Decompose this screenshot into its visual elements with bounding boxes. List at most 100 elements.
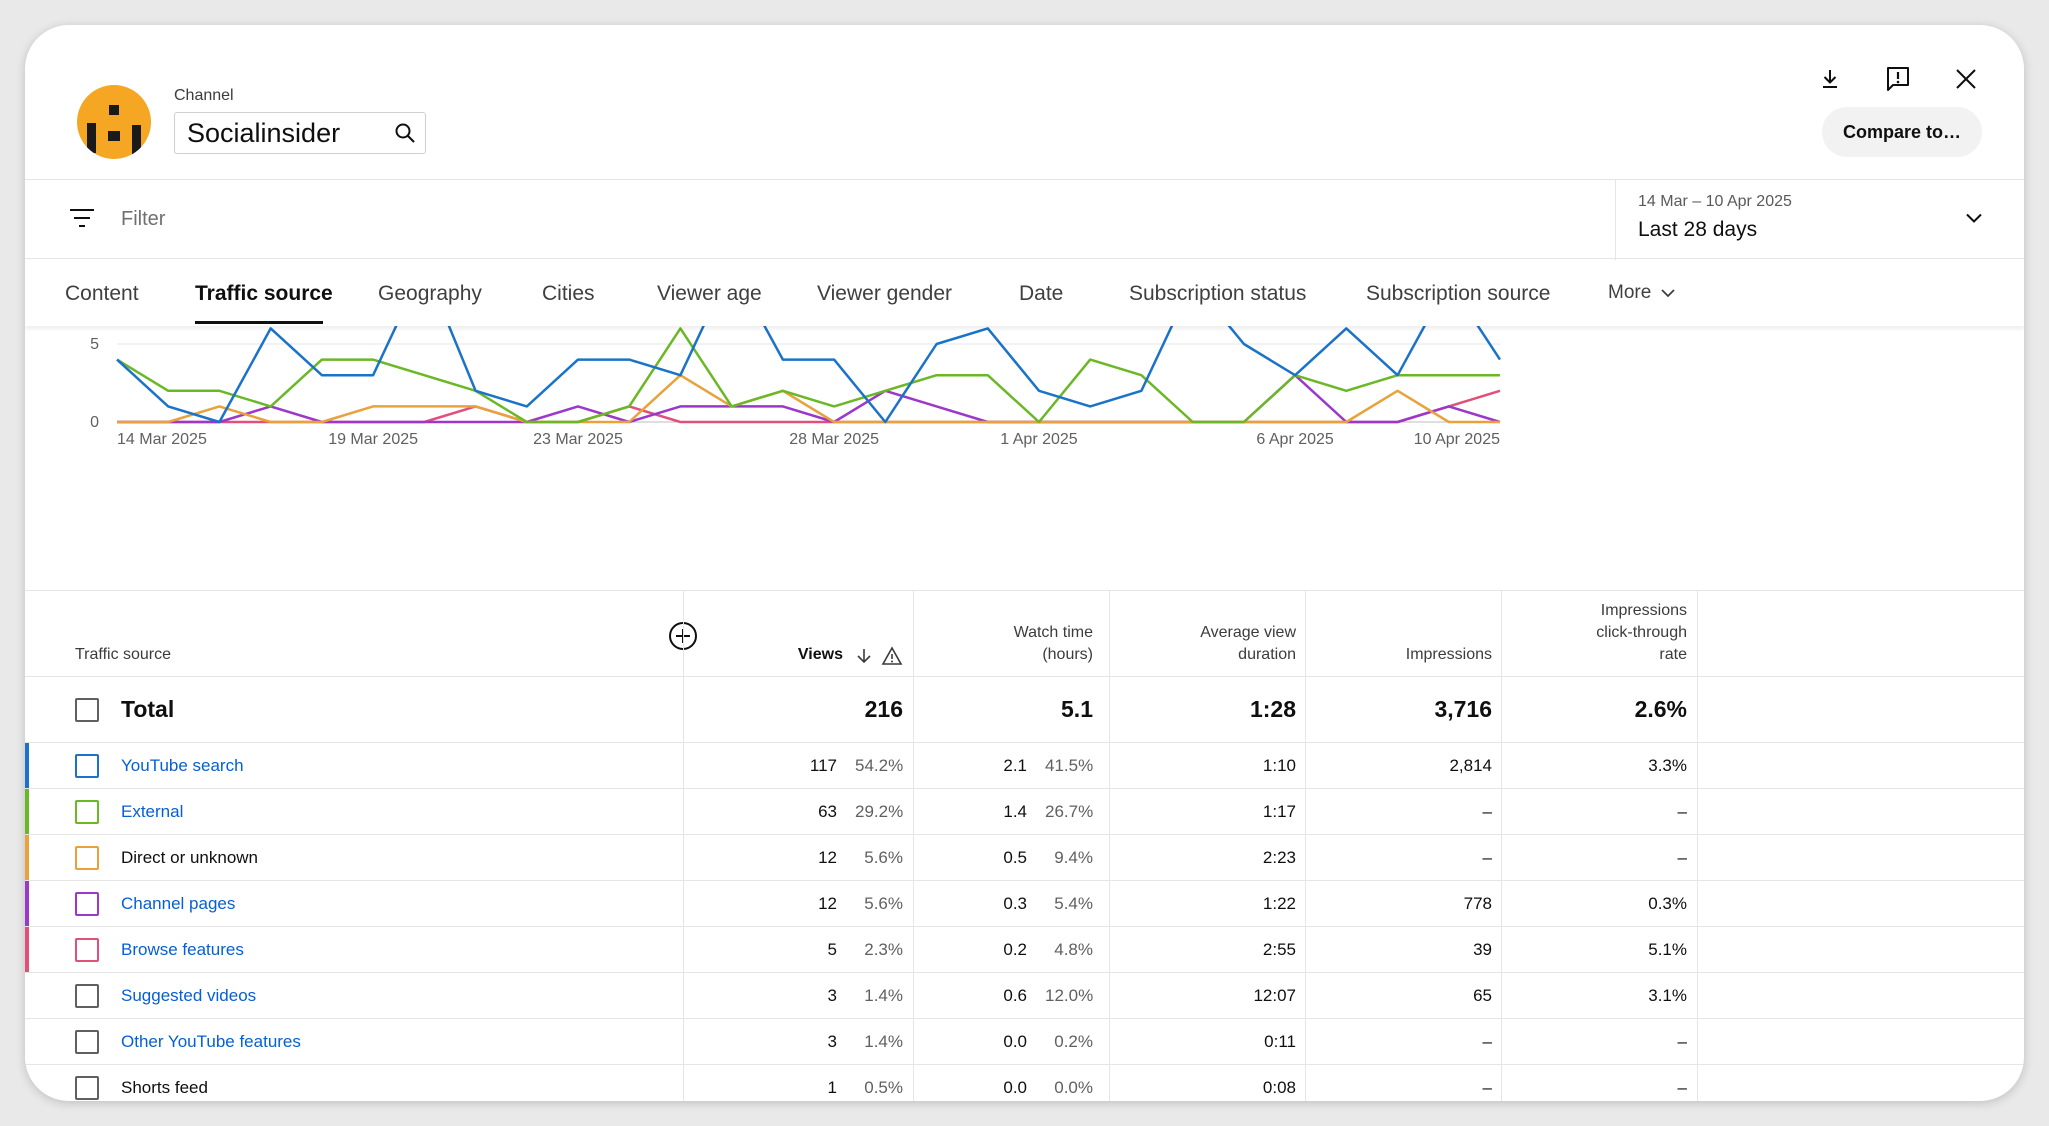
traffic-line-chart: 0 5 14 Mar 2025 19 Mar 2025 23 Mar 2025 28 Ma… <box>90 326 1502 448</box>
views-percent: 1.4% <box>864 1031 903 1051</box>
row-views: 12 5.6% <box>683 881 903 926</box>
watch-percent: 0.2% <box>1054 1031 1093 1051</box>
views-percent: 29.2% <box>855 801 904 821</box>
row-ctr: – <box>1677 1031 1687 1051</box>
x-tick-label: 1 Apr 2025 <box>1000 431 1078 448</box>
row-source-label[interactable]: Browse features <box>121 927 244 972</box>
row-source-label[interactable]: External <box>121 789 183 834</box>
row-watch-time: 0.0 0.2% <box>913 1019 1093 1064</box>
tab-viewer-age[interactable]: Viewer age <box>657 282 762 305</box>
row-checkbox[interactable] <box>75 800 99 824</box>
filter-input[interactable]: Filter <box>121 208 166 230</box>
views-percent: 5.6% <box>864 847 903 867</box>
row-checkbox[interactable] <box>75 938 99 962</box>
header-avg-view-duration[interactable]: Average view duration <box>1103 591 1296 678</box>
views-percent: 0.5% <box>864 1077 903 1097</box>
close-icon[interactable] <box>1950 63 1982 95</box>
header-traffic-source[interactable]: Traffic source <box>75 646 172 663</box>
watch-percent: 12.0% <box>1045 985 1094 1005</box>
header-watch-time-line1: Watch time <box>1013 624 1093 641</box>
row-checkbox[interactable] <box>75 892 99 916</box>
tab-subscription-source[interactable]: Subscription source <box>1366 282 1551 305</box>
source-name[interactable]: Other YouTube features <box>121 1031 301 1051</box>
row-avg-duration: 12:07 <box>1253 985 1296 1005</box>
views-percent: 54.2% <box>855 755 904 775</box>
traffic-source-table: Traffic source Views Watch time (hours) … <box>25 590 2024 1101</box>
source-name[interactable]: Channel pages <box>121 893 236 913</box>
search-icon[interactable] <box>385 122 425 144</box>
row-source-label[interactable]: Channel pages <box>121 881 235 926</box>
series-color-bar <box>25 835 29 880</box>
watch-percent: 9.4% <box>1054 847 1093 867</box>
download-icon[interactable] <box>1814 63 1846 95</box>
row-checkbox[interactable] <box>75 1030 99 1054</box>
source-name[interactable]: External <box>121 801 184 821</box>
tab-geography[interactable]: Geography <box>378 282 482 305</box>
row-ctr: 3.1% <box>1648 985 1687 1005</box>
header-watch-time[interactable]: Watch time (hours) <box>913 591 1093 678</box>
row-source-label[interactable]: Other YouTube features <box>121 1019 301 1064</box>
watch-value: 1.4 <box>1003 801 1027 821</box>
watch-percent: 5.4% <box>1054 893 1093 913</box>
row-checkbox[interactable] <box>75 846 99 870</box>
date-range-selector[interactable]: 14 Mar – 10 Apr 2025 Last 28 days <box>1615 180 2024 260</box>
tab-viewer-gender[interactable]: Viewer gender <box>817 282 953 305</box>
watch-value: 2.1 <box>1003 755 1027 775</box>
x-tick-label: 10 Apr 2025 <box>1414 431 1500 448</box>
row-ctr: 0.3% <box>1648 893 1687 913</box>
source-name[interactable]: Browse features <box>121 939 244 959</box>
row-views: 12 5.6% <box>683 835 903 880</box>
compare-button[interactable]: Compare to… <box>1822 107 1982 157</box>
header-ctr[interactable]: Impressions click-through rate <box>1502 591 1687 678</box>
source-name[interactable]: Suggested videos <box>121 985 257 1005</box>
row-watch-time: 0.3 5.4% <box>913 881 1093 926</box>
views-percent: 5.6% <box>864 893 903 913</box>
row-checkbox[interactable] <box>75 1076 99 1100</box>
row-impressions: – <box>1482 1077 1492 1097</box>
row-watch-time: 1.4 26.7% <box>913 789 1093 834</box>
row-impressions: 778 <box>1463 893 1492 913</box>
tab-traffic-source[interactable]: Traffic source <box>195 282 333 305</box>
header-watch-time-line2: (hours) <box>1042 646 1093 663</box>
table-row: External 63 29.2% 1.4 26.7% 1:17 – – <box>25 789 2024 835</box>
channel-selector[interactable]: Socialinsider <box>174 112 426 154</box>
row-checkbox[interactable] <box>75 984 99 1008</box>
tab-content[interactable]: Content <box>65 282 139 305</box>
header-impressions[interactable]: Impressions <box>1405 646 1492 663</box>
watch-value: 0.2 <box>1003 939 1027 959</box>
table-body: YouTube search 117 54.2% 2.1 41.5% 1:10 2,814 3… <box>25 743 2024 1101</box>
row-views: 117 54.2% <box>683 743 903 788</box>
header-ctr-line2: click-through <box>1596 624 1687 641</box>
tab-cities[interactable]: Cities <box>542 282 595 305</box>
row-source-label[interactable]: YouTube search <box>121 743 244 788</box>
row-watch-time: 2.1 41.5% <box>913 743 1093 788</box>
tab-more[interactable]: More <box>1608 282 1677 304</box>
tab-subscription-status[interactable]: Subscription status <box>1129 282 1307 305</box>
views-value: 12 <box>818 893 837 913</box>
row-views: 3 1.4% <box>683 1019 903 1064</box>
row-source-label[interactable]: Suggested videos <box>121 973 256 1018</box>
series-color-bar <box>25 927 29 972</box>
source-name: Direct or unknown <box>121 847 259 867</box>
row-impressions: 39 <box>1473 939 1492 959</box>
channel-name: Socialinsider <box>187 117 341 148</box>
date-period-text: Last 28 days <box>1638 218 1758 241</box>
row-avg-duration: 2:55 <box>1262 939 1296 959</box>
watch-percent: 26.7% <box>1045 801 1094 821</box>
series-line-direct-or-unknown <box>117 373 1500 424</box>
source-name[interactable]: YouTube search <box>121 755 244 775</box>
row-avg-duration: 1:22 <box>1262 893 1296 913</box>
filter-bar: Filter 14 Mar – 10 Apr 2025 Last 28 days <box>25 179 2024 260</box>
total-checkbox[interactable] <box>75 698 99 722</box>
row-checkbox[interactable] <box>75 754 99 778</box>
table-total-row: Total 216 5.1 1:28 3,716 2.6% <box>25 677 2024 743</box>
filter-icon[interactable] <box>69 207 95 234</box>
watch-value: 0.0 <box>1003 1077 1027 1097</box>
feedback-icon[interactable] <box>1882 63 1914 95</box>
chevron-down-icon <box>1964 208 1984 233</box>
channel-label: Channel <box>174 87 234 104</box>
tab-date[interactable]: Date <box>1019 282 1064 305</box>
views-value: 3 <box>827 1031 837 1051</box>
views-percent: 1.4% <box>864 985 903 1005</box>
header-views[interactable]: Views <box>683 591 903 678</box>
